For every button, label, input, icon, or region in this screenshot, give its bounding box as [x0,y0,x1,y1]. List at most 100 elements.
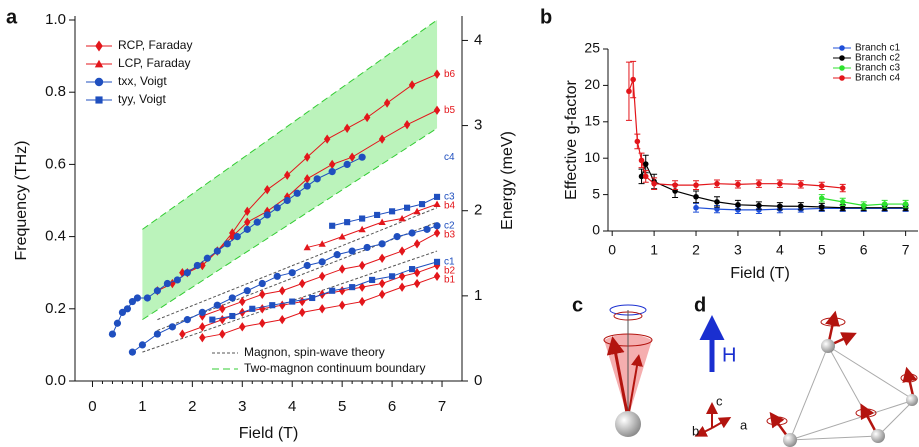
marker [263,211,271,219]
marker [359,215,366,222]
x-tick-label: 2 [692,242,700,258]
spin-arrow [606,336,630,419]
marker [94,77,104,87]
axis-letter: a [740,417,748,432]
marker [433,193,441,200]
marker [651,180,657,187]
marker [219,314,226,325]
marker [163,279,171,288]
marker [143,294,152,302]
panel-label: b [540,6,552,28]
marker [309,294,316,302]
branch-label: c4 [444,152,455,163]
marker [735,201,741,208]
marker [393,233,401,241]
x-tick-label: 0 [88,398,96,415]
marker [358,296,366,307]
marker [303,261,311,270]
marker [839,65,845,71]
marker [433,69,441,79]
marker [634,138,641,145]
marker [244,206,251,217]
x-tick-label: 4 [288,398,296,415]
marker [349,284,356,291]
atom [615,411,641,437]
marker [318,240,326,247]
marker [249,305,256,312]
marker [408,229,416,237]
orbit [766,416,788,426]
marker [303,174,311,184]
branch-label: b6 [444,69,456,80]
branch-label: c2 [444,220,455,231]
legend-label: Branch c2 [855,53,900,64]
marker [318,271,326,281]
marker [398,214,406,222]
marker [714,199,720,205]
marker [113,319,122,327]
marker [672,182,678,188]
marker [298,278,306,289]
marker [219,304,226,314]
x-axis-title: Field (T) [239,425,299,442]
atom [906,394,918,406]
branch-line [212,261,438,321]
marker [818,195,825,202]
marker [259,318,266,328]
marker [338,264,346,274]
panel-label: a [6,6,18,28]
marker [777,203,783,210]
marker [693,204,699,211]
field-label: H [722,344,736,366]
marker [283,196,291,205]
marker [343,160,351,168]
marker [860,202,867,209]
marker [293,189,301,197]
marker [219,329,226,339]
marker [253,218,261,226]
marker [413,278,421,289]
marker [328,168,336,176]
y-tick-label: 5 [592,185,600,201]
marker [404,204,411,211]
marker [173,276,181,284]
marker [408,80,416,90]
axis-letter: b [692,423,699,438]
y-axis-title: Frequency (THz) [13,140,30,260]
x-tick-label: 1 [650,242,658,258]
marker [203,254,211,262]
marker [358,260,366,271]
marker [303,152,311,162]
marker [413,207,421,215]
marker [273,272,281,280]
y-tick-label: 20 [584,76,600,92]
marker [179,329,186,339]
marker [818,183,825,189]
series-line [628,79,843,189]
legend-label: Branch c4 [855,73,900,84]
marker [298,307,306,318]
marker [259,289,266,300]
marker [398,271,406,281]
x-tick-label: 3 [238,398,246,415]
atom [871,429,885,443]
y-axis-title: Effective g-factor [563,79,580,199]
x-tick-label: 5 [818,242,826,258]
marker [756,207,762,213]
marker [243,287,251,295]
marker [818,204,825,210]
marker [313,175,321,183]
x-tick-label: 7 [438,398,446,415]
marker [798,181,804,188]
marker [259,304,266,314]
marker [288,269,296,277]
marker [168,323,176,331]
crystal-axis [711,417,732,429]
y-tick-label: 0 [592,222,600,238]
marker [378,134,386,144]
marker [229,231,236,242]
marker [358,225,366,233]
orbit [900,373,918,383]
marker [433,222,441,230]
marker [278,300,286,310]
